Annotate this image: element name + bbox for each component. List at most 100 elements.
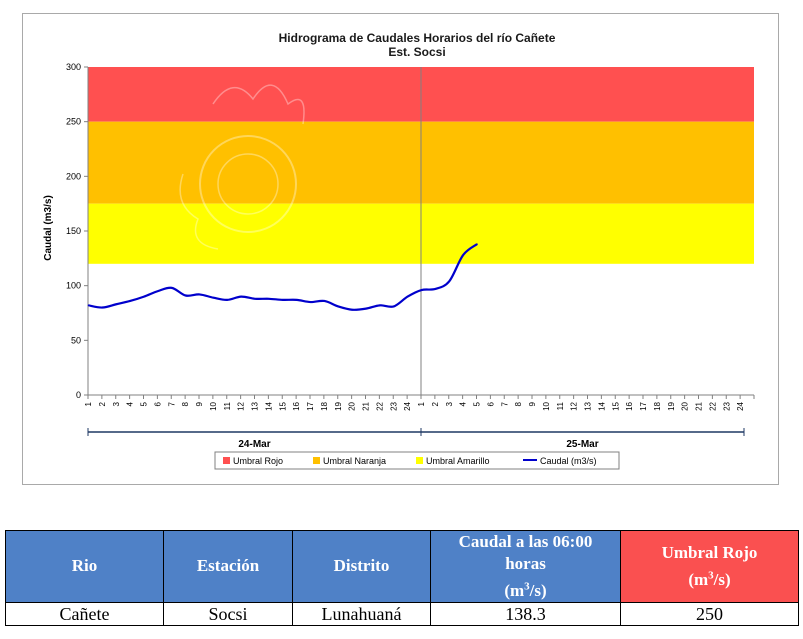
day-label: 25-Mar bbox=[566, 439, 598, 450]
day-label: 24-Mar bbox=[238, 439, 270, 450]
x-tick-label: 11 bbox=[556, 401, 565, 410]
cell-estacion: Socsi bbox=[163, 601, 293, 626]
data-point bbox=[309, 301, 312, 303]
x-tick-label: 4 bbox=[126, 401, 135, 406]
data-point bbox=[476, 243, 478, 245]
data-point bbox=[434, 288, 437, 290]
data-point bbox=[281, 299, 284, 301]
legend-swatch bbox=[313, 457, 320, 464]
data-point bbox=[462, 254, 464, 256]
x-tick-label: 9 bbox=[195, 401, 204, 406]
station-table: Rio Estación Distrito Caudal a las 06:00… bbox=[5, 530, 799, 626]
y-axis-label: Caudal (m3/s) bbox=[43, 195, 54, 261]
x-tick-label: 12 bbox=[570, 401, 579, 410]
cell-umbral-rojo: 250 bbox=[620, 601, 799, 626]
data-point bbox=[420, 289, 423, 291]
x-tick-label: 22 bbox=[375, 401, 384, 410]
data-point bbox=[240, 295, 242, 298]
x-tick-label: 20 bbox=[681, 401, 690, 410]
x-tick-label: 19 bbox=[667, 401, 676, 410]
data-point bbox=[337, 305, 340, 308]
x-tick-label: 7 bbox=[500, 401, 509, 406]
chart-frame: Hidrograma de Caudales Horarios del río … bbox=[22, 13, 779, 485]
data-point bbox=[129, 300, 131, 302]
data-point bbox=[365, 307, 367, 310]
x-tick-label: 24 bbox=[403, 401, 412, 410]
x-tick-label: 10 bbox=[209, 401, 218, 410]
x-tick-label: 2 bbox=[431, 401, 440, 406]
hydrograph-chart: Hidrograma de Caudales Horarios del río … bbox=[43, 31, 755, 470]
x-tick-label: 22 bbox=[708, 401, 717, 410]
x-tick-label: 8 bbox=[181, 401, 190, 406]
data-point bbox=[392, 305, 395, 308]
x-tick-label: 19 bbox=[334, 401, 343, 410]
table-row: Cañete Socsi Lunahuaná 138.3 250 bbox=[5, 601, 799, 626]
y-tick-label: 0 bbox=[76, 390, 81, 400]
legend-label: Umbral Amarillo bbox=[426, 456, 490, 466]
x-tick-label: 11 bbox=[223, 401, 232, 410]
y-tick-label: 200 bbox=[66, 171, 81, 181]
data-point bbox=[226, 299, 229, 301]
legend-label: Umbral Rojo bbox=[233, 456, 283, 466]
x-tick-label: 9 bbox=[528, 401, 537, 406]
data-point bbox=[198, 293, 201, 296]
x-tick-label: 13 bbox=[251, 401, 260, 410]
header-caudal-unit: (m3/s) bbox=[504, 580, 547, 600]
y-tick-label: 150 bbox=[66, 226, 81, 236]
x-tick-label: 6 bbox=[486, 401, 495, 406]
x-tick-label: 8 bbox=[514, 401, 523, 406]
x-tick-label: 24 bbox=[736, 401, 745, 410]
sun-watermark bbox=[179, 84, 305, 250]
data-point bbox=[323, 300, 326, 302]
y-tick-label: 250 bbox=[66, 117, 81, 127]
header-caudal-label: Caudal a las 06:00 horas bbox=[458, 532, 593, 573]
x-tick-label: 23 bbox=[722, 401, 731, 410]
x-tick-label: 1 bbox=[417, 401, 426, 406]
header-caudal: Caudal a las 06:00 horas (m3/s) bbox=[430, 530, 621, 603]
x-tick-label: 15 bbox=[278, 401, 287, 410]
data-point bbox=[101, 306, 104, 309]
header-umbral-label: Umbral Rojo bbox=[661, 543, 758, 562]
data-point bbox=[115, 303, 118, 306]
data-point bbox=[87, 304, 90, 307]
x-tick-label: 15 bbox=[611, 401, 620, 410]
cell-rio: Cañete bbox=[5, 601, 164, 626]
x-tick-label: 10 bbox=[542, 401, 551, 410]
x-tick-label: 16 bbox=[625, 401, 634, 410]
cell-distrito: Lunahuaná bbox=[292, 601, 431, 626]
table-header-row: Rio Estación Distrito Caudal a las 06:00… bbox=[5, 530, 799, 603]
legend-swatch bbox=[223, 457, 230, 464]
x-tick-label: 17 bbox=[306, 401, 315, 410]
data-point bbox=[157, 290, 159, 292]
x-tick-label: 5 bbox=[140, 401, 149, 406]
y-tick-label: 100 bbox=[66, 281, 81, 291]
legend-label: Umbral Naranja bbox=[323, 456, 386, 466]
header-estacion: Estación bbox=[163, 530, 293, 603]
x-tick-label: 3 bbox=[112, 401, 121, 406]
x-tick-label: 5 bbox=[473, 401, 482, 406]
data-point bbox=[143, 295, 145, 298]
data-point bbox=[170, 287, 173, 289]
data-point bbox=[295, 299, 298, 301]
x-tick-label: 18 bbox=[653, 401, 662, 410]
chart-subtitle: Est. Socsi bbox=[388, 45, 445, 59]
y-tick-label: 50 bbox=[71, 335, 81, 345]
cell-caudal: 138.3 bbox=[430, 601, 621, 626]
header-umbral-rojo: Umbral Rojo (m3/s) bbox=[620, 530, 799, 603]
data-point bbox=[212, 296, 215, 299]
x-tick-label: 13 bbox=[584, 401, 593, 410]
chart-title: Hidrograma de Caudales Horarios del río … bbox=[279, 31, 556, 45]
x-tick-label: 7 bbox=[167, 401, 176, 406]
x-tick-label: 4 bbox=[459, 401, 468, 406]
data-point bbox=[379, 304, 381, 307]
x-tick-label: 3 bbox=[445, 401, 454, 406]
data-point bbox=[254, 297, 256, 300]
data-point bbox=[184, 294, 187, 297]
x-tick-label: 1 bbox=[84, 401, 93, 406]
x-tick-label: 12 bbox=[237, 401, 246, 410]
x-tick-label: 23 bbox=[389, 401, 398, 410]
header-umbral-unit: (m3/s) bbox=[688, 569, 731, 589]
x-tick-label: 16 bbox=[292, 401, 301, 410]
y-tick-label: 300 bbox=[66, 62, 81, 72]
legend-label: Caudal (m3/s) bbox=[540, 456, 597, 466]
